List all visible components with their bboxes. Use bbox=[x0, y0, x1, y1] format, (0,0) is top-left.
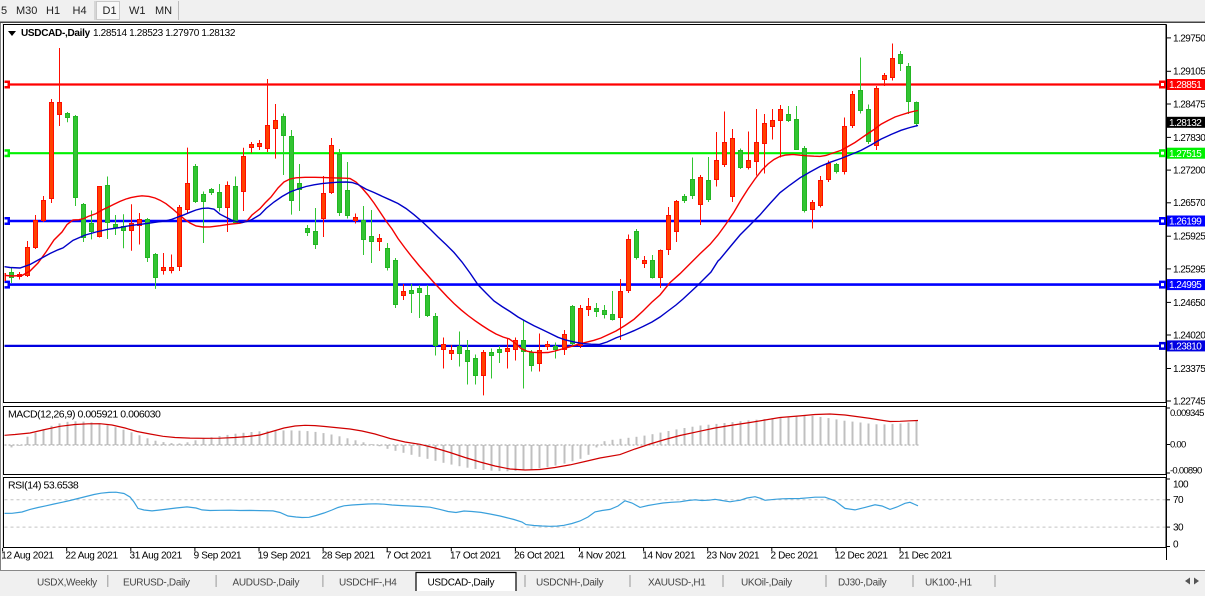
svg-text:9 Sep 2021: 9 Sep 2021 bbox=[194, 551, 242, 562]
svg-text:1.26570: 1.26570 bbox=[1173, 198, 1205, 209]
svg-text:100: 100 bbox=[1173, 480, 1189, 491]
svg-text:4 Nov 2021: 4 Nov 2021 bbox=[578, 551, 626, 562]
svg-text:RSI(14) 53.6538: RSI(14) 53.6538 bbox=[8, 480, 79, 492]
svg-text:H4: H4 bbox=[73, 5, 87, 17]
svg-text:USDCHF-,H4: USDCHF-,H4 bbox=[339, 578, 397, 589]
svg-text:14 Nov 2021: 14 Nov 2021 bbox=[642, 551, 696, 562]
svg-text:1.29105: 1.29105 bbox=[1173, 67, 1205, 78]
svg-text:1.28132: 1.28132 bbox=[1169, 118, 1202, 129]
svg-text:19 Sep 2021: 19 Sep 2021 bbox=[258, 551, 312, 562]
svg-text:USDCAD-,Daily: USDCAD-,Daily bbox=[428, 578, 495, 589]
svg-text:0: 0 bbox=[1173, 539, 1179, 550]
svg-text:1.24995: 1.24995 bbox=[1169, 280, 1202, 291]
svg-text:H1: H1 bbox=[46, 5, 60, 17]
svg-text:M30: M30 bbox=[16, 5, 37, 17]
svg-text:1.27200: 1.27200 bbox=[1173, 166, 1205, 177]
svg-text:MN: MN bbox=[155, 5, 172, 17]
svg-text:D1: D1 bbox=[103, 5, 117, 17]
svg-text:MACD(12,26,9) 0.005921 0.00603: MACD(12,26,9) 0.005921 0.006030 bbox=[8, 409, 161, 421]
svg-text:1.25925: 1.25925 bbox=[1173, 232, 1205, 243]
svg-text:1.24650: 1.24650 bbox=[1173, 298, 1205, 309]
svg-text:5: 5 bbox=[1, 5, 7, 17]
svg-text:W1: W1 bbox=[129, 5, 146, 17]
svg-text:1.25295: 1.25295 bbox=[1173, 264, 1205, 275]
svg-text:7 Oct 2021: 7 Oct 2021 bbox=[386, 551, 432, 562]
svg-text:AUDUSD-,Daily: AUDUSD-,Daily bbox=[233, 578, 300, 589]
svg-text:1.27515: 1.27515 bbox=[1169, 149, 1202, 160]
svg-text:USDX,Weekly: USDX,Weekly bbox=[37, 578, 97, 589]
svg-text:UK100-,H1: UK100-,H1 bbox=[925, 578, 973, 589]
svg-text:XAUUSD-,H1: XAUUSD-,H1 bbox=[648, 578, 706, 589]
svg-text:12 Dec 2021: 12 Dec 2021 bbox=[835, 551, 889, 562]
svg-text:28 Sep 2021: 28 Sep 2021 bbox=[322, 551, 376, 562]
svg-text:21 Dec 2021: 21 Dec 2021 bbox=[899, 551, 953, 562]
svg-text:0.009345: 0.009345 bbox=[1170, 408, 1204, 419]
svg-text:31 Aug 2021: 31 Aug 2021 bbox=[130, 551, 183, 562]
svg-text:-0.00890: -0.00890 bbox=[1170, 466, 1202, 477]
svg-text:2 Dec 2021: 2 Dec 2021 bbox=[771, 551, 819, 562]
svg-text:1.28475: 1.28475 bbox=[1173, 99, 1205, 110]
svg-text:1.24020: 1.24020 bbox=[1173, 330, 1205, 341]
svg-text:26 Oct 2021: 26 Oct 2021 bbox=[514, 551, 565, 562]
svg-text:23 Nov 2021: 23 Nov 2021 bbox=[706, 551, 760, 562]
svg-text:17 Oct 2021: 17 Oct 2021 bbox=[450, 551, 501, 562]
svg-text:70: 70 bbox=[1173, 495, 1184, 506]
svg-text:UKOil-,Daily: UKOil-,Daily bbox=[741, 578, 792, 589]
svg-text:1.27830: 1.27830 bbox=[1173, 133, 1205, 144]
svg-text:1.23375: 1.23375 bbox=[1173, 364, 1205, 375]
svg-text:DJ30-,Daily: DJ30-,Daily bbox=[838, 578, 887, 589]
svg-text:30: 30 bbox=[1173, 523, 1184, 534]
svg-text:EURUSD-,Daily: EURUSD-,Daily bbox=[123, 578, 190, 589]
svg-text:12 Aug 2021: 12 Aug 2021 bbox=[1, 551, 54, 562]
svg-text:1.26199: 1.26199 bbox=[1169, 217, 1202, 228]
svg-text:0.00: 0.00 bbox=[1170, 440, 1186, 451]
svg-text:1.29750: 1.29750 bbox=[1173, 33, 1205, 44]
svg-text:USDCNH-,Daily: USDCNH-,Daily bbox=[536, 578, 604, 589]
svg-text:1.22745: 1.22745 bbox=[1173, 396, 1205, 407]
svg-text:22 Aug 2021: 22 Aug 2021 bbox=[65, 551, 118, 562]
svg-text:1.23810: 1.23810 bbox=[1169, 342, 1202, 353]
svg-text:1.28851: 1.28851 bbox=[1169, 80, 1202, 91]
